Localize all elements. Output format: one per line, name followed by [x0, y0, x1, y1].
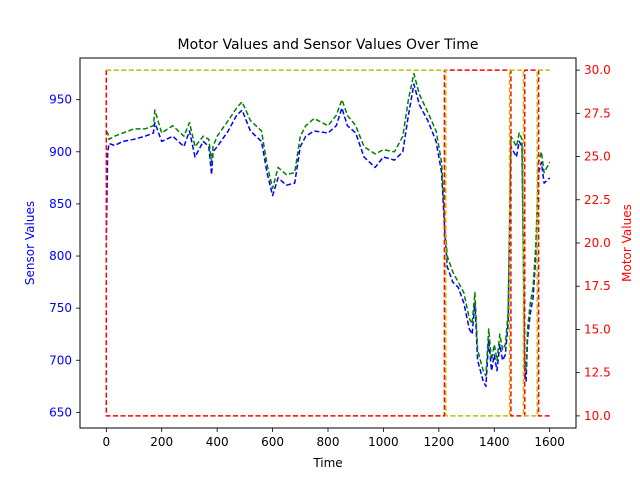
x-axis-title: Time	[312, 456, 342, 470]
y-right-tick-label: 12.5	[584, 366, 611, 380]
y-right-tick-label: 27.5	[584, 106, 611, 120]
x-tick-label: 0	[103, 435, 111, 449]
y-left-tick-label: 650	[49, 405, 72, 419]
x-tick-label: 1200	[424, 435, 455, 449]
y-left-tick-label: 750	[49, 301, 72, 315]
x-tick-label: 800	[317, 435, 340, 449]
y-left-tick-label: 900	[49, 145, 72, 159]
series-line-2	[105, 72, 551, 377]
y-right-tick-label: 25.0	[584, 150, 611, 164]
y-right-tick-label: 15.0	[584, 322, 611, 336]
x-tick-label: 200	[150, 435, 173, 449]
y-right-tick-label: 10.0	[584, 409, 611, 423]
chart-title: Motor Values and Sensor Values Over Time	[178, 37, 479, 53]
y-left-tick-label: 700	[49, 353, 72, 367]
y-left-axis-title: Sensor Values	[23, 201, 37, 285]
x-tick-label: 600	[261, 435, 284, 449]
x-tick-label: 1600	[534, 435, 565, 449]
x-tick-label: 1400	[479, 435, 510, 449]
axis-ticks: 0 200 400 600 800 1000 1200 1400 1600 650 700 750 80…	[49, 63, 611, 449]
series-line-3	[105, 69, 550, 417]
y-left-tick-label: 850	[49, 197, 72, 211]
y-right-tick-label: 17.5	[584, 279, 611, 293]
x-tick-label: 1000	[368, 435, 399, 449]
y-right-tick-label: 30.0	[584, 63, 611, 77]
x-tick-label: 400	[206, 435, 229, 449]
series-line-1	[105, 83, 551, 388]
y-right-tick-label: 22.5	[584, 193, 611, 207]
plot-area	[105, 69, 551, 417]
y-right-tick-label: 20.0	[584, 236, 611, 250]
y-left-tick-label: 950	[49, 93, 72, 107]
y-right-axis-title: Motor Values	[620, 204, 634, 282]
y-left-tick-label: 800	[49, 249, 72, 263]
series-line-4	[106, 69, 550, 417]
